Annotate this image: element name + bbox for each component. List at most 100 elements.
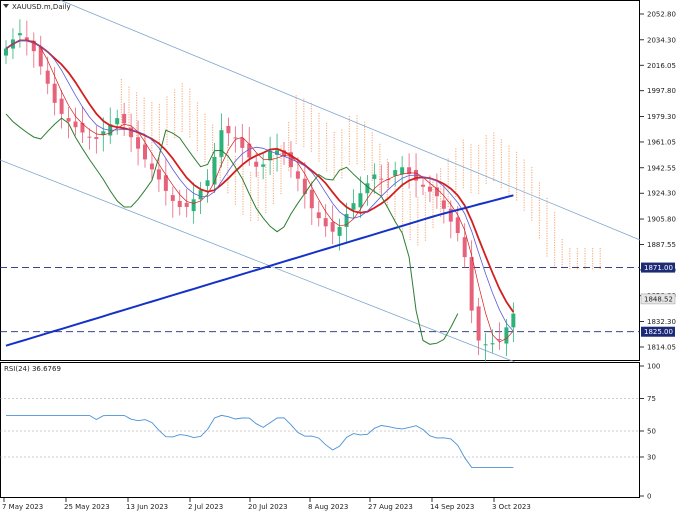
cloud-dot <box>303 145 305 148</box>
cloud-dot <box>166 121 168 123</box>
chart-menu-triangle-icon[interactable] <box>3 4 9 8</box>
cloud-dot <box>204 143 206 146</box>
cloud-dot <box>143 97 145 99</box>
cloud-dot <box>166 96 168 98</box>
candle-body <box>469 257 474 311</box>
cloud-dot <box>333 144 335 146</box>
cloud-dot <box>462 149 464 151</box>
cloud-dot <box>386 194 388 196</box>
cloud-dot <box>234 186 236 188</box>
cloud-dot <box>508 193 510 195</box>
cloud-dot <box>181 105 183 107</box>
cloud-dot <box>493 169 495 172</box>
cloud-dot <box>326 125 328 127</box>
rsi-title: RSI(24) 36.6769 <box>4 365 61 373</box>
cloud-dot <box>143 107 145 109</box>
cloud-dot <box>196 102 198 104</box>
cloud-dot <box>303 133 305 135</box>
rsi-tick-label: 50 <box>647 428 656 436</box>
candle-body <box>316 212 321 219</box>
cloud-dot <box>196 147 198 149</box>
candle-body <box>511 313 516 328</box>
cloud-dot <box>174 131 176 134</box>
cloud-dot <box>356 145 358 147</box>
cloud-dot <box>478 185 480 187</box>
cloud-dot <box>432 196 434 198</box>
cloud-dot <box>295 100 297 102</box>
cloud-dot <box>181 103 183 105</box>
cloud-dot <box>364 139 366 141</box>
cloud-dot <box>485 165 487 167</box>
cloud-dot <box>341 164 343 166</box>
cloud-dot <box>295 117 297 119</box>
cloud-dot <box>151 114 153 116</box>
cloud-dot <box>310 143 312 145</box>
cloud-dot <box>432 186 434 188</box>
cloud-dot <box>584 258 586 260</box>
cloud-dot <box>265 169 267 171</box>
cloud-dot <box>120 81 122 83</box>
cloud-dot <box>158 131 160 133</box>
cloud-dot <box>181 95 183 97</box>
cloud-dot <box>272 197 274 200</box>
cloud-dot <box>348 138 350 140</box>
trend-channel-lines[interactable] <box>0 0 641 363</box>
cloud-dot <box>356 117 358 120</box>
cloud-dot <box>523 174 525 176</box>
cloud-dot <box>462 152 464 154</box>
cloud-dot <box>576 263 578 265</box>
cloud-dot <box>462 142 464 144</box>
candle-body <box>295 171 300 179</box>
cloud-dot <box>166 128 168 131</box>
horizontal-levels[interactable] <box>0 267 640 333</box>
cloud-dot <box>394 210 396 213</box>
candle-body <box>198 190 203 200</box>
lower-trend-line[interactable] <box>0 159 516 363</box>
cloud-dot <box>242 181 244 183</box>
cloud-dot <box>234 181 236 183</box>
cloud-dot <box>151 147 153 149</box>
cloud-dot <box>272 185 274 187</box>
price-tick-label: 1887.55 <box>647 241 676 249</box>
cloud-dot <box>417 239 419 241</box>
cloud-dot <box>516 189 518 191</box>
cloud-dot <box>295 120 297 122</box>
cloud-dot <box>561 251 563 253</box>
cloud-dot <box>272 172 274 175</box>
cloud-dot <box>409 206 411 208</box>
cloud-dot <box>204 156 206 158</box>
cloud-dot <box>424 237 426 239</box>
cloud-dot <box>204 141 206 143</box>
cloud-dot <box>500 179 502 181</box>
cloud-dot <box>326 145 328 147</box>
cloud-dot <box>546 240 548 242</box>
cloud-dot <box>196 132 198 134</box>
cloud-dot <box>432 181 434 183</box>
time-tick-label: 20 Jul 2023 <box>248 503 288 511</box>
cloud-dot <box>318 158 320 160</box>
candle-body <box>455 217 460 234</box>
upper-trend-line[interactable] <box>59 0 641 241</box>
cloud-dot <box>478 192 480 194</box>
cloud-dot <box>424 224 426 226</box>
cloud-dot <box>280 192 282 195</box>
cloud-dot <box>196 124 198 127</box>
cloud-dot <box>250 212 252 214</box>
cloud-dot <box>447 203 449 205</box>
cloud-dot <box>318 155 320 157</box>
cloud-dot <box>516 199 518 201</box>
cloud-dot <box>341 129 343 131</box>
cloud-dot <box>409 193 411 196</box>
cloud-dot <box>272 195 274 197</box>
cloud-dot <box>257 182 259 184</box>
cloud-dot <box>470 146 472 148</box>
cloud-dot <box>250 204 252 206</box>
cloud-dot <box>356 120 358 122</box>
cloud-dot <box>516 161 518 164</box>
cloud-dot <box>371 174 373 176</box>
cloud-dot <box>470 189 472 191</box>
cloud-dot <box>242 186 244 188</box>
cloud-dot <box>234 163 236 165</box>
